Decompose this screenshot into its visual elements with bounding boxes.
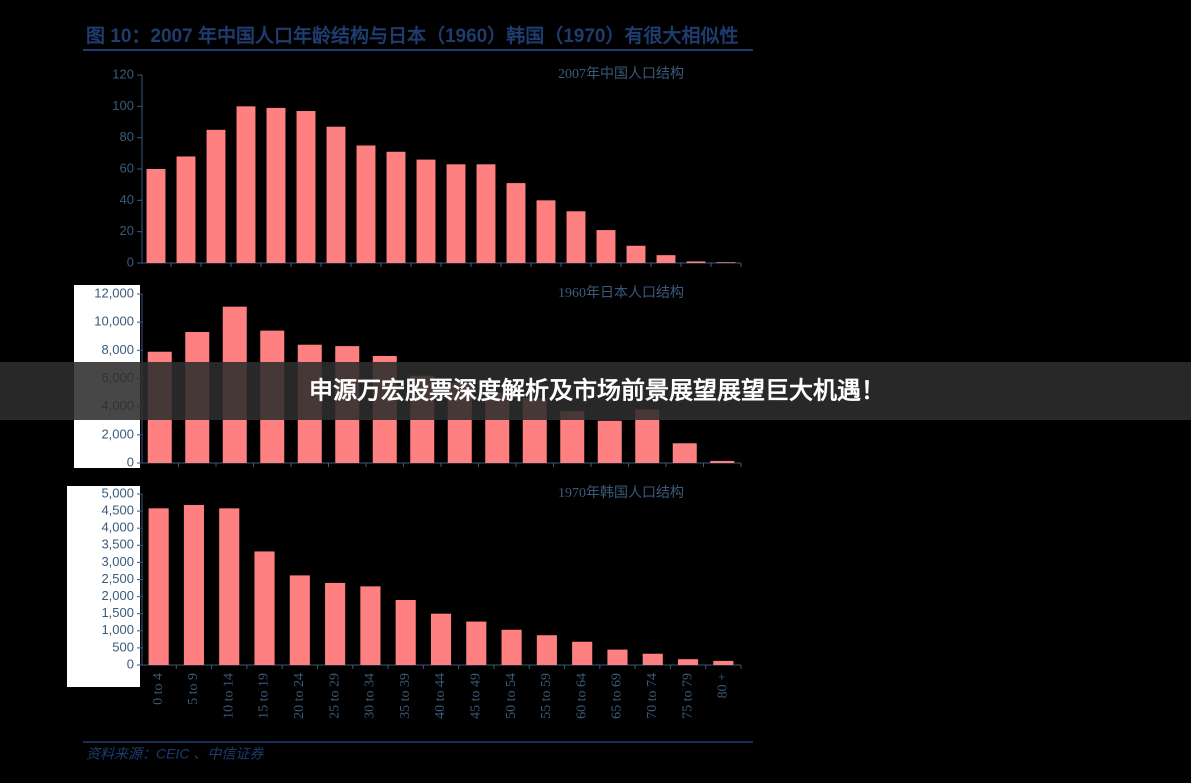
bar [183, 504, 204, 665]
y-tick-label: 3,000 [101, 554, 134, 569]
y-tick-label: 4,000 [101, 520, 134, 535]
x-tick-label: 70 to 74 [645, 673, 660, 719]
x-tick-label: 0 to 4 [151, 673, 166, 705]
y-tick-label: 1,000 [101, 622, 134, 637]
bar [678, 659, 699, 665]
banner [0, 362, 1191, 420]
y-tick-label: 1,500 [101, 605, 134, 620]
y-tick-label: 500 [112, 639, 134, 654]
bar [656, 255, 676, 263]
figure-title: 图 10：2007 年中国人口年龄结构与日本（1960）韩国（1970）有很大相… [86, 24, 739, 47]
y-tick-label: 40 [120, 192, 134, 207]
y-tick-label: 4,500 [101, 503, 134, 518]
y-tick-label: 80 [120, 129, 134, 144]
x-tick-label: 10 to 14 [221, 673, 236, 719]
bar [672, 443, 697, 463]
x-tick-label: 20 to 24 [292, 673, 307, 719]
y-tick-label: 60 [120, 160, 134, 175]
bar [716, 262, 736, 263]
bar [607, 649, 628, 665]
y-tick-label: 0 [127, 656, 134, 671]
y-tick-label: 8,000 [101, 342, 134, 357]
bar [386, 151, 406, 263]
x-tick-label: 75 to 79 [680, 673, 695, 719]
x-tick-label: 15 to 19 [257, 673, 272, 719]
y-tick-label: 20 [120, 223, 134, 238]
bar [326, 126, 346, 263]
bar [206, 129, 226, 263]
bar [713, 660, 734, 665]
x-tick-label: 55 to 59 [539, 673, 554, 719]
bar [466, 621, 487, 665]
bar [686, 261, 706, 263]
y-tick-label: 2,000 [101, 426, 134, 441]
bar [597, 420, 622, 463]
bar [501, 629, 522, 665]
y-tick-label: 120 [112, 66, 134, 81]
bar [395, 600, 416, 665]
x-tick-label: 30 to 34 [363, 673, 378, 719]
bar [596, 230, 616, 263]
bar [536, 635, 557, 665]
chart-title: 2007年中国人口结构 [558, 66, 684, 82]
bar [296, 111, 316, 264]
bar [148, 508, 169, 665]
bar [146, 169, 166, 263]
bar [476, 164, 496, 263]
bar [416, 159, 436, 263]
x-tick-label: 5 to 9 [186, 673, 201, 705]
y-tick-label: 3,500 [101, 537, 134, 552]
y-tick-label: 0 [127, 254, 134, 269]
x-tick-label: 25 to 29 [327, 673, 342, 719]
y-tick-label: 100 [112, 98, 134, 113]
bar [710, 460, 735, 463]
bar [642, 653, 663, 665]
bar [446, 164, 466, 263]
x-tick-label: 80 + [716, 673, 731, 699]
x-tick-label: 40 to 44 [433, 673, 448, 719]
x-tick-label: 60 to 64 [574, 673, 589, 719]
bar [360, 586, 381, 665]
banner-text: 申源万宏股票深度解析及市场前景展望展望巨大机遇！ [309, 376, 885, 404]
y-tick-label: 12,000 [94, 285, 134, 300]
bar [506, 183, 526, 263]
bar [536, 200, 556, 263]
y-tick-label: 10,000 [94, 314, 134, 329]
bar [254, 551, 275, 665]
bar [626, 245, 646, 263]
tick-panel [67, 486, 140, 687]
bar [176, 156, 196, 263]
y-tick-label: 2,500 [101, 571, 134, 586]
source: 资料来源：CEIC 、中信证券 [86, 746, 264, 762]
x-tick-label: 65 to 69 [610, 673, 625, 719]
bar [236, 106, 256, 263]
bar [356, 145, 376, 263]
x-tick-label: 50 to 54 [504, 673, 519, 719]
bar [572, 641, 593, 665]
bar [219, 508, 240, 665]
x-tick-label: 45 to 49 [469, 673, 484, 719]
bar [566, 211, 586, 263]
chart-title: 1960年日本人口结构 [558, 285, 684, 301]
bar [430, 613, 452, 665]
bar [266, 107, 286, 264]
bar [325, 582, 346, 665]
y-tick-label: 2,000 [101, 588, 134, 603]
y-tick-label: 5,000 [101, 485, 134, 500]
x-tick-label: 35 to 39 [398, 673, 413, 719]
chart-title: 1970年韩国人口结构 [558, 485, 684, 501]
y-tick-label: 0 [127, 454, 134, 469]
bar [289, 575, 310, 665]
